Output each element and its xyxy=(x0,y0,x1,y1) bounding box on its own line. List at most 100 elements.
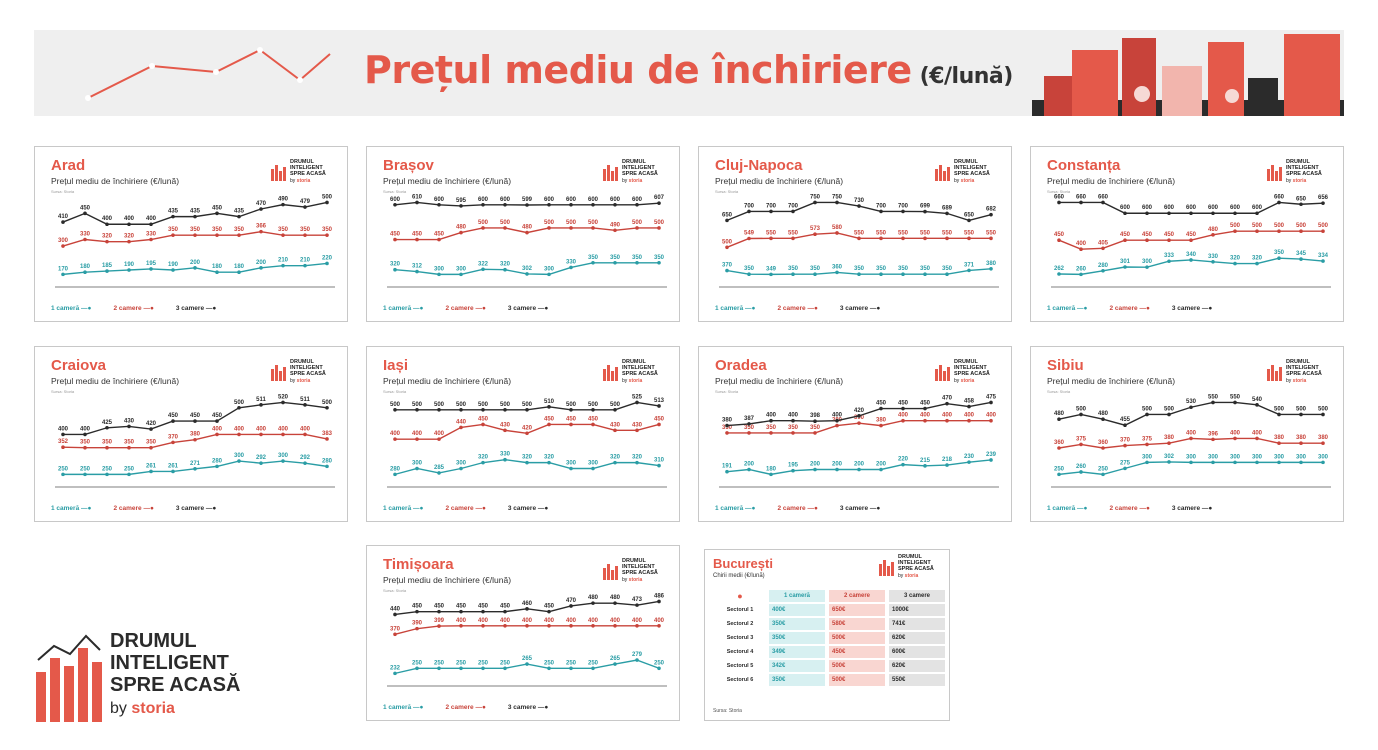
table-row: Sectorul 1 400€ 650€ 1000€ xyxy=(715,604,945,616)
data-point xyxy=(879,423,883,428)
chart-legend: 1 cameră —● 2 camere —● 3 camere —● xyxy=(51,305,238,312)
data-point xyxy=(171,268,175,272)
data-label: 350 xyxy=(588,255,599,261)
data-point xyxy=(1101,268,1105,273)
storia-logo: DRUMUL INTELIGENT SPRE ACASĂ by storia xyxy=(34,628,264,724)
data-label: 334 xyxy=(1318,253,1329,259)
table-row: Sectorul 2 350€ 580€ 741€ xyxy=(715,618,945,630)
data-point xyxy=(105,239,109,244)
data-point xyxy=(791,418,795,423)
data-point xyxy=(657,260,661,265)
data-label: 600 xyxy=(1230,205,1241,211)
data-label: 250 xyxy=(58,466,69,472)
data-point xyxy=(591,466,595,471)
data-point xyxy=(967,268,971,273)
data-point xyxy=(393,437,397,441)
data-label: 185 xyxy=(102,263,113,269)
data-point xyxy=(393,671,397,676)
data-label: 400 xyxy=(500,618,511,624)
data-label: 180 xyxy=(80,264,91,270)
data-label: 375 xyxy=(1076,436,1087,442)
data-point xyxy=(303,263,307,268)
data-point xyxy=(967,218,971,223)
data-point xyxy=(503,609,507,614)
data-point xyxy=(1277,256,1281,260)
data-label: 340 xyxy=(1186,252,1197,258)
source-note: Sursa: Storia xyxy=(383,389,407,394)
legend-item-2-camere: 2 camere —● xyxy=(1109,505,1150,512)
table-cell: 349€ xyxy=(769,646,825,658)
data-label: 435 xyxy=(168,209,179,215)
data-label: 682 xyxy=(986,207,997,213)
data-label: 350 xyxy=(876,266,887,272)
data-label: 265 xyxy=(610,656,621,662)
data-point xyxy=(835,270,839,275)
storia-logo-mini: DRUMUL INTELIGENT SPRE ACASĂ by storia xyxy=(603,159,673,185)
data-point xyxy=(923,209,927,214)
data-label: 200 xyxy=(832,461,843,467)
data-point xyxy=(149,267,153,271)
data-point xyxy=(1123,238,1127,243)
data-point xyxy=(1057,238,1061,243)
data-label: 500 xyxy=(1142,406,1153,412)
row-label: Sectorul 2 xyxy=(726,621,754,627)
data-label: 300 xyxy=(1208,454,1219,460)
data-label: 250 xyxy=(456,660,467,666)
data-point xyxy=(237,405,241,410)
data-point xyxy=(1277,460,1281,465)
data-point xyxy=(1233,261,1237,266)
data-point xyxy=(1145,265,1149,269)
data-point xyxy=(437,202,441,207)
data-label: 420 xyxy=(522,425,533,431)
data-label: 350 xyxy=(898,266,909,272)
data-label: 390 xyxy=(412,621,423,627)
data-label: 350 xyxy=(788,266,799,272)
data-label: 330 xyxy=(1208,254,1219,260)
data-label: 500 xyxy=(1274,406,1285,412)
data-label: 180 xyxy=(234,264,245,270)
city-chart-card: 232 250 250 250 250 250 265 250 250 250 265 279 250 3… xyxy=(366,545,680,721)
data-label: 700 xyxy=(744,203,755,209)
data-label: 599 xyxy=(522,197,533,203)
data-label: 500 xyxy=(544,220,555,226)
data-point xyxy=(325,405,329,410)
data-label: 350 xyxy=(124,440,135,446)
data-point xyxy=(769,209,773,214)
data-point xyxy=(303,403,307,407)
data-point xyxy=(525,431,529,436)
data-point xyxy=(459,272,463,277)
data-point xyxy=(1145,412,1149,417)
data-point xyxy=(747,422,751,426)
table-cell: 500€ xyxy=(829,674,885,686)
data-point xyxy=(989,418,993,423)
data-point xyxy=(503,226,507,230)
column-header: 2 camere xyxy=(829,590,885,602)
data-label: 550 xyxy=(766,230,777,236)
data-point xyxy=(259,207,263,211)
data-point xyxy=(923,418,927,423)
storia-logo-mini: DRUMUL INTELIGENT SPRE ACASĂ by storia xyxy=(603,558,673,584)
data-label: 550 xyxy=(876,230,887,236)
data-point xyxy=(83,432,87,437)
data-point xyxy=(857,467,861,472)
city-chart-card: 170 180 185 190 195 190 200 180 180 200 210 210 220 3… xyxy=(34,146,348,322)
card-subtitle: Prețul mediu de închiriere (€/lună) xyxy=(51,376,180,386)
data-point xyxy=(481,267,485,272)
data-label: 440 xyxy=(456,419,467,425)
line-chart: 250 260 250 275 300 302 300 300 300 300 300 300 300 3… xyxy=(1051,394,1331,488)
data-point xyxy=(901,462,905,467)
data-point xyxy=(1277,229,1281,234)
data-point xyxy=(769,431,773,435)
data-label: 400 xyxy=(456,618,467,624)
data-label: 292 xyxy=(256,455,267,461)
legend-item-1-camera: 1 cameră —● xyxy=(383,704,424,711)
data-point xyxy=(1321,412,1325,417)
data-label: 170 xyxy=(58,266,69,272)
data-label: 400 xyxy=(1252,430,1263,436)
data-label: 600 xyxy=(478,197,489,203)
data-label: 500 xyxy=(456,402,467,408)
data-point xyxy=(635,202,639,207)
data-label: 200 xyxy=(744,461,755,467)
data-label: 660 xyxy=(1274,194,1285,200)
data-point xyxy=(281,263,285,268)
